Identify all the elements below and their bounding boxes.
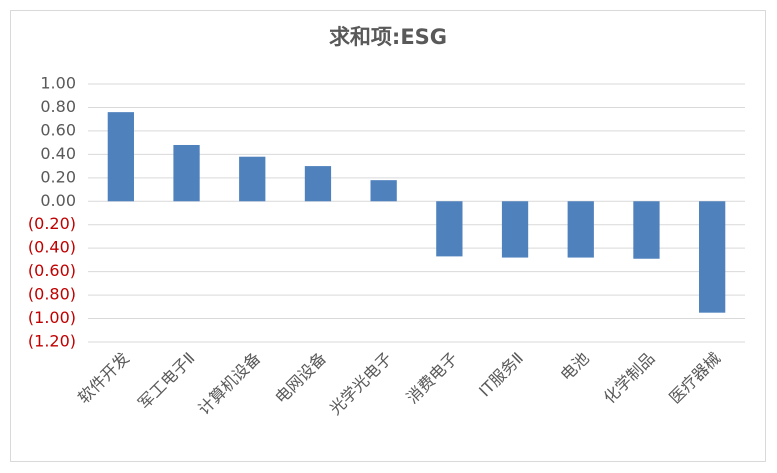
y-tick-label: 1.00 [40, 74, 76, 93]
y-tick-label: 0.80 [40, 97, 76, 116]
y-tick-label: (0.40) [28, 238, 76, 257]
y-tick-label: (0.60) [28, 261, 76, 280]
y-tick-label: 0.60 [40, 120, 76, 139]
bar [699, 201, 726, 313]
y-tick-label: 0.00 [40, 191, 76, 210]
bar [239, 156, 266, 202]
bar [567, 201, 594, 258]
bar [501, 201, 529, 258]
y-tick-label: (0.80) [28, 285, 76, 304]
bar [304, 166, 332, 202]
y-tick-label: 0.20 [40, 167, 76, 186]
bar [436, 201, 463, 257]
bar [107, 112, 134, 202]
bar [173, 144, 200, 202]
bar [633, 201, 660, 259]
y-tick-label: (1.20) [28, 332, 76, 351]
y-tick-label: (0.20) [28, 214, 76, 233]
chart-title: 求和项:ESG [329, 25, 447, 49]
bar [370, 180, 397, 202]
y-tick-label: 0.40 [40, 144, 76, 163]
y-tick-label: (1.00) [28, 308, 76, 327]
